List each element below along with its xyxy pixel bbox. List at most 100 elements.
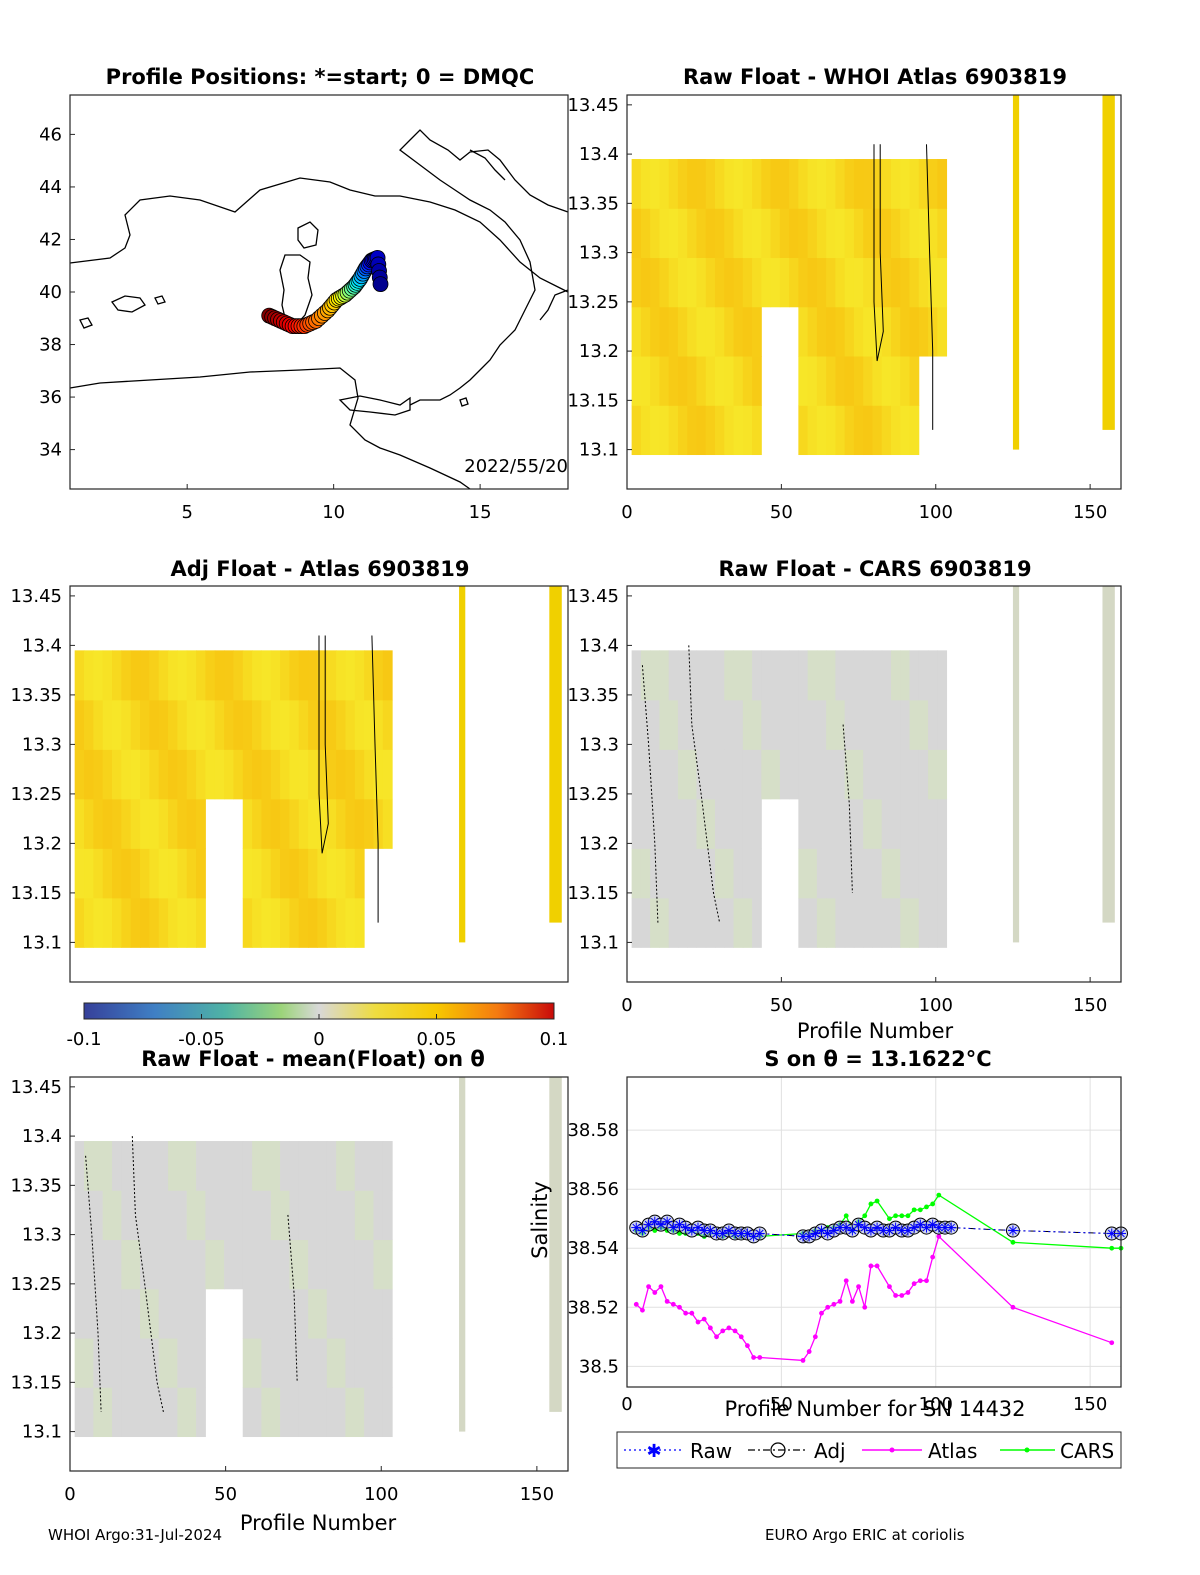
raw-marker-stroke — [638, 1226, 647, 1235]
heatmap-cell — [807, 405, 818, 456]
heatmap-cell — [336, 1338, 346, 1388]
heatmap-cell — [336, 1190, 346, 1241]
heatmap-cell — [816, 650, 827, 701]
heatmap-cell — [149, 749, 160, 800]
raw-marker-stroke — [669, 1223, 678, 1232]
heatmap-cell — [102, 1387, 113, 1438]
heatmap-cell — [659, 306, 670, 357]
map-y-tick-label: 38 — [39, 335, 62, 356]
heatmap-cell — [177, 1239, 188, 1290]
raw-atlas-heatmap — [627, 95, 1121, 489]
heatmap-cell — [270, 650, 281, 701]
heatmap-cell — [900, 306, 911, 357]
heatmap-cell — [289, 699, 300, 750]
heatmap-cell — [93, 1387, 104, 1438]
raw-marker-stroke — [731, 1229, 739, 1238]
x-tick-label: 100 — [364, 1484, 398, 1505]
series-cars-point — [887, 1216, 892, 1222]
heatmap-cell — [336, 699, 346, 750]
series-raw-point — [940, 1222, 951, 1233]
heatmap-cell — [382, 650, 393, 701]
series-atlas-point — [930, 1254, 936, 1260]
heatmap-cell — [177, 1141, 188, 1191]
series-atlas-point — [714, 1334, 719, 1340]
heatmap-cell — [308, 650, 318, 701]
heatmap-cell — [121, 650, 132, 701]
heatmap-cell — [74, 1288, 85, 1339]
raw-marker-stroke — [922, 1223, 931, 1232]
map-x-ticks: 5 10 15 — [181, 484, 492, 523]
heatmap-cell — [74, 1190, 85, 1241]
heatmap-cell — [872, 699, 883, 750]
map-panel: Profile Positions: *=start; 0 = DMQC 202… — [39, 65, 569, 523]
series-atlas-point — [745, 1343, 750, 1349]
heatmap-cell — [308, 798, 318, 849]
heatmap-cell — [373, 749, 384, 800]
heatmap-cell — [261, 848, 272, 899]
heatmap-cell — [345, 798, 356, 849]
raw-marker-stroke — [700, 1226, 709, 1235]
heatmap-cell — [863, 405, 873, 456]
heatmap-cell — [687, 699, 697, 750]
heatmap-cell — [752, 356, 762, 406]
map-date-annotation: 2022/55/20 — [464, 456, 568, 477]
raw-cars-xlabel: Profile Number — [797, 1019, 954, 1043]
heatmap-cell — [640, 257, 651, 308]
heatmap-cell — [317, 1338, 328, 1388]
series-atlas-point — [899, 1293, 905, 1298]
heatmap-cell — [158, 1338, 169, 1388]
heatmap-cell — [112, 1239, 122, 1290]
heatmap-cell — [289, 650, 300, 701]
heatmap-cell — [289, 897, 300, 948]
heatmap-cell — [130, 650, 141, 701]
heatmap-cell — [168, 1239, 178, 1290]
heatmap-cell — [130, 1239, 141, 1290]
heatmap-cell — [317, 798, 328, 849]
heatmap-cell — [631, 306, 642, 357]
heatmap-cell — [844, 650, 855, 701]
raw-marker-stroke — [885, 1226, 894, 1235]
heatmap-strip — [1012, 586, 1020, 943]
heatmap-cell — [252, 1338, 262, 1388]
heatmap-cell — [863, 306, 873, 357]
series-atlas-point — [707, 1325, 713, 1331]
heatmap-cell — [242, 650, 253, 701]
heatmap-cell — [733, 848, 744, 899]
heatmap-cell — [298, 650, 309, 701]
heatmap-cell — [900, 848, 911, 899]
heatmap-cell — [668, 208, 679, 259]
heatmap-cell — [742, 897, 753, 948]
heatmap-cell — [317, 1190, 328, 1241]
x-tick-label: 150 — [1073, 1394, 1107, 1415]
heatmap-cell — [373, 1288, 384, 1339]
heatmap-cell — [280, 1288, 290, 1339]
y-tick-label: 13.3 — [22, 1225, 62, 1246]
heatmap-cell — [742, 356, 753, 406]
heatmap-cell — [121, 1190, 132, 1241]
heatmap-cell — [640, 650, 651, 701]
series-raw-point — [1007, 1225, 1018, 1236]
heatmap-cell — [900, 699, 911, 750]
heatmap-cell — [93, 749, 104, 800]
heatmap-cell — [835, 306, 846, 357]
heatmap-cell — [733, 699, 744, 750]
heatmap-cell — [742, 405, 753, 456]
heatmap-cell — [102, 1338, 113, 1388]
heatmap-cell — [270, 848, 281, 899]
heatmap-cell — [224, 699, 234, 750]
heatmap-cell — [705, 405, 716, 456]
heatmap-cell — [326, 1190, 337, 1241]
heatmap-cell — [121, 897, 132, 948]
heatmap-cell — [807, 159, 818, 209]
heatmap-cell — [650, 257, 660, 308]
heatmap-cell — [112, 1288, 122, 1339]
raw-marker-stroke — [644, 1220, 653, 1229]
y-tick-label: 13.35 — [567, 685, 619, 706]
salinity-frame — [626, 1076, 1122, 1388]
heatmap-cell — [252, 1239, 262, 1290]
heatmap-cell — [650, 405, 660, 456]
series-cars-point — [905, 1213, 911, 1219]
heatmap-cell — [382, 1239, 393, 1290]
heatmap-cell — [752, 306, 762, 357]
heatmap-cell — [631, 356, 642, 406]
